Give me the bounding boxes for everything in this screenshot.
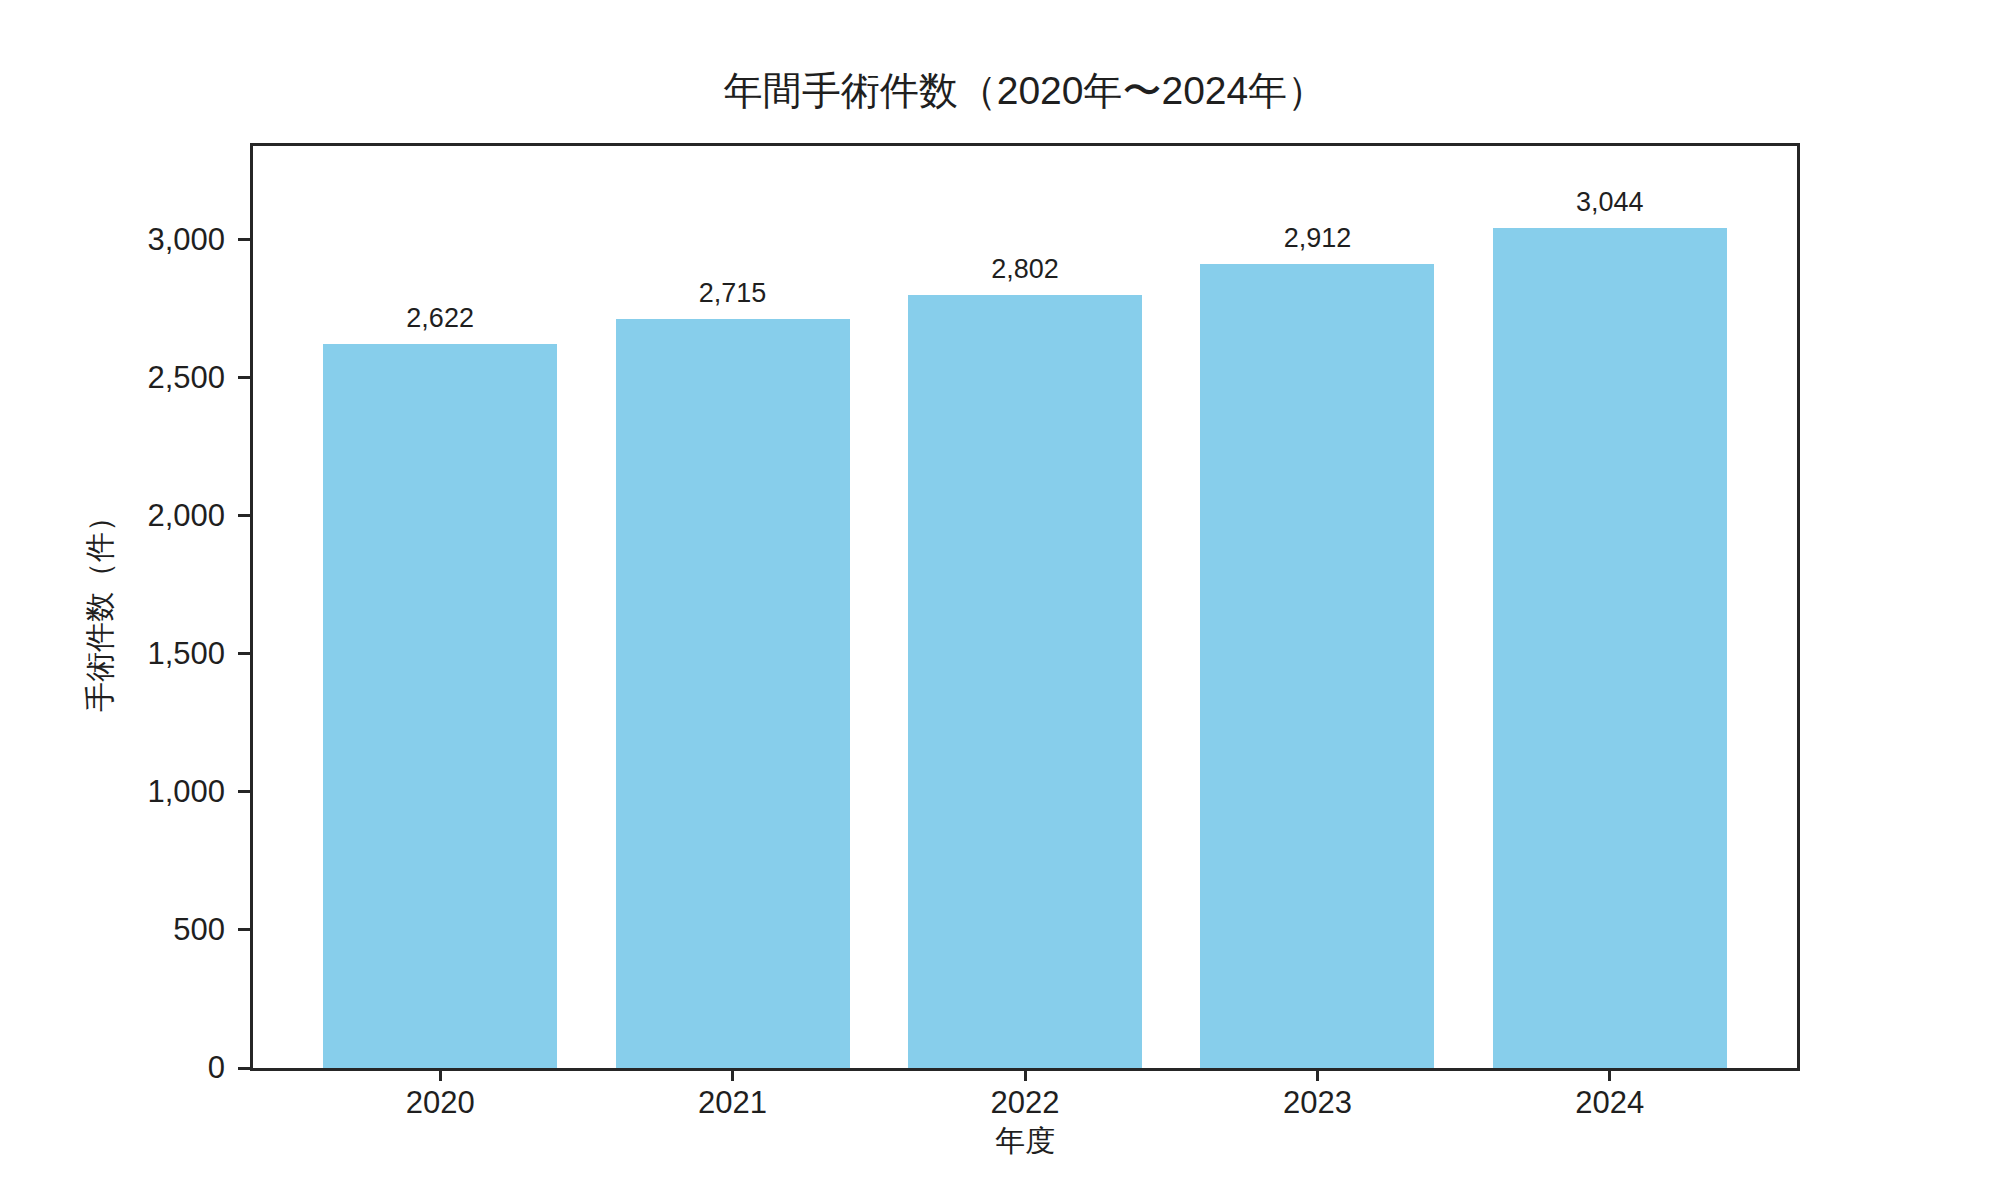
y-tick-mark bbox=[238, 652, 253, 655]
y-tick-label: 0 bbox=[208, 1053, 225, 1083]
bar-value-label: 2,715 bbox=[699, 280, 767, 307]
chart-figure: 年間手術件数（2020年〜2024年） 手術件数（件） 2,62220202,7… bbox=[0, 0, 2000, 1200]
bar-2022 bbox=[908, 295, 1142, 1068]
y-tick-label: 500 bbox=[173, 915, 225, 945]
x-tick-label: 2020 bbox=[406, 1087, 475, 1118]
y-tick-label: 3,000 bbox=[147, 225, 225, 255]
y-axis-label: 手術件数（件） bbox=[80, 502, 121, 712]
y-tick-label: 1,500 bbox=[147, 639, 225, 669]
bar-2021 bbox=[616, 319, 850, 1068]
x-tick-label: 2023 bbox=[1283, 1087, 1352, 1118]
y-tick-mark bbox=[238, 928, 253, 931]
x-tick-label: 2022 bbox=[991, 1087, 1060, 1118]
y-tick-label: 2,500 bbox=[147, 363, 225, 393]
bar-value-label: 2,912 bbox=[1284, 225, 1352, 252]
bar-value-label: 3,044 bbox=[1576, 189, 1644, 216]
x-tick-label: 2021 bbox=[698, 1087, 767, 1118]
y-tick-mark bbox=[238, 790, 253, 793]
x-tick-mark bbox=[1024, 1068, 1027, 1081]
x-tick-label: 2024 bbox=[1575, 1087, 1644, 1118]
y-tick-mark bbox=[238, 238, 253, 241]
plot-area: 2,62220202,71520212,80220222,91220233,04… bbox=[250, 143, 1800, 1071]
y-tick-mark bbox=[238, 376, 253, 379]
y-tick-mark bbox=[238, 514, 253, 517]
bar-value-label: 2,802 bbox=[991, 256, 1059, 283]
x-axis-label: 年度 bbox=[253, 1124, 1797, 1157]
bar-2024 bbox=[1493, 228, 1727, 1068]
bar-value-label: 2,622 bbox=[406, 305, 474, 332]
chart-title: 年間手術件数（2020年〜2024年） bbox=[253, 70, 1797, 113]
x-tick-mark bbox=[1608, 1068, 1611, 1081]
x-tick-mark bbox=[731, 1068, 734, 1081]
bar-2023 bbox=[1200, 264, 1434, 1068]
plot-inner: 2,62220202,71520212,80220222,91220233,04… bbox=[253, 146, 1797, 1068]
y-tick-label: 1,000 bbox=[147, 777, 225, 807]
x-tick-mark bbox=[1316, 1068, 1319, 1081]
x-tick-mark bbox=[439, 1068, 442, 1081]
bar-2020 bbox=[323, 344, 557, 1068]
y-tick-mark bbox=[238, 1067, 253, 1070]
y-tick-label: 2,000 bbox=[147, 501, 225, 531]
